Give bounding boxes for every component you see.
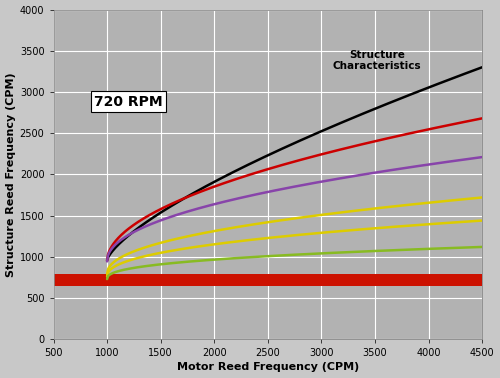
- Y-axis label: Structure Reed Frequency (CPM): Structure Reed Frequency (CPM): [6, 72, 16, 277]
- Bar: [54, 274, 482, 286]
- X-axis label: Motor Reed Frequency (CPM): Motor Reed Frequency (CPM): [176, 363, 359, 372]
- Text: Structure
Characteristics: Structure Characteristics: [333, 50, 422, 71]
- Text: 720 RPM: 720 RPM: [94, 95, 163, 109]
